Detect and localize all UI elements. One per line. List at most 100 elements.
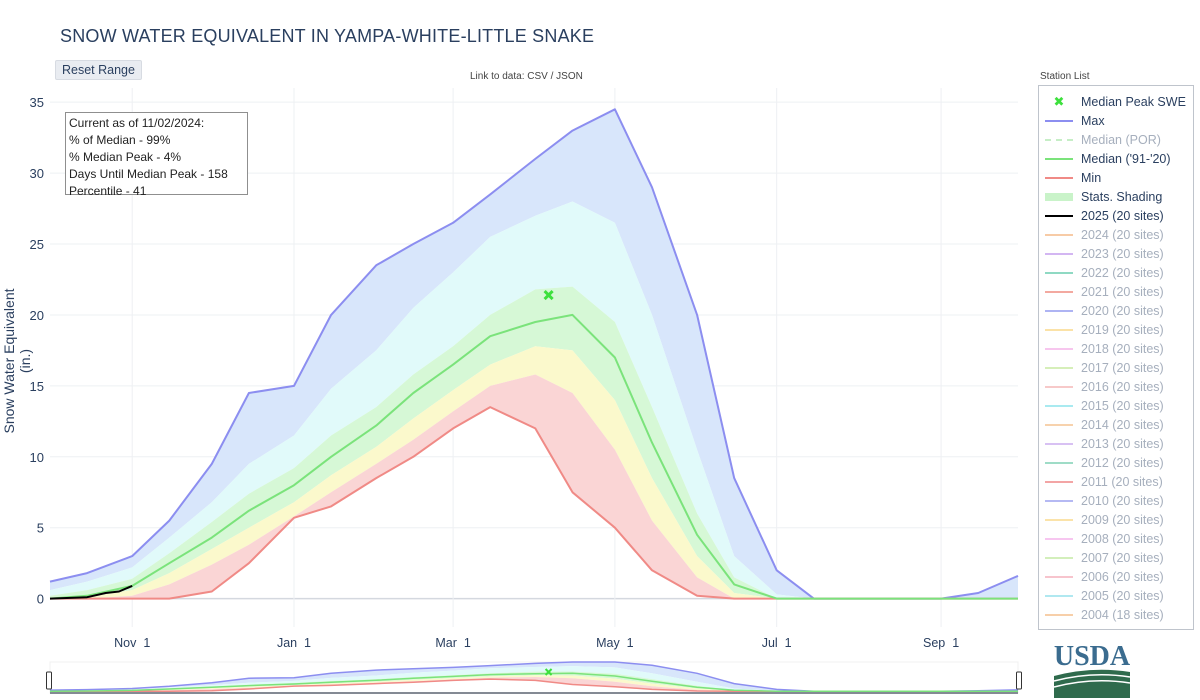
legend-swatch <box>1045 570 1073 584</box>
legend-item-2021-20-sites[interactable]: 2021 (20 sites) <box>1045 282 1164 301</box>
legend-swatch <box>1045 266 1073 280</box>
data-link-separator: / <box>547 71 557 82</box>
legend-swatch <box>1045 209 1073 223</box>
csv-link[interactable]: CSV <box>527 71 548 82</box>
current-status-box: Current as of 11/02/2024: % of Median - … <box>65 112 248 198</box>
legend-item-2007-20-sites[interactable]: 2007 (20 sites) <box>1045 548 1164 567</box>
range-peak-marker <box>544 668 553 676</box>
legend-label: 2011 (20 sites) <box>1081 474 1163 489</box>
legend-item-max[interactable]: Max <box>1045 111 1105 130</box>
legend-item-2012-20-sites[interactable]: 2012 (20 sites) <box>1045 453 1164 472</box>
legend-item-min[interactable]: Min <box>1045 168 1101 187</box>
legend-label: 2022 (20 sites) <box>1081 265 1164 280</box>
legend-swatch <box>1045 304 1073 318</box>
legend-swatch <box>1045 418 1073 432</box>
legend-label: 2024 (20 sites) <box>1081 227 1164 242</box>
legend-item-2019-20-sites[interactable]: 2019 (20 sites) <box>1045 320 1164 339</box>
legend-swatch <box>1045 171 1073 185</box>
legend-label: Median Peak SWE <box>1081 94 1186 109</box>
legend-item-stats-shading[interactable]: Stats. Shading <box>1045 187 1162 206</box>
swe-chart: 0 5 10 15 20 25 30 35 Nov 1 Jan 1 Mar 1 May 1 Jul 1 S… <box>30 88 1022 694</box>
y-axis-label: Snow Water Equivalent (in.) <box>1 288 33 434</box>
legend-item-2023-20-sites[interactable]: 2023 (20 sites) <box>1045 244 1164 263</box>
legend-label: 2013 (20 sites) <box>1081 436 1164 451</box>
legend-swatch <box>1045 361 1073 375</box>
y-tick-label: 10 <box>30 450 44 465</box>
x-tick-label: Sep 1 <box>923 636 959 650</box>
legend-item-2017-20-sites[interactable]: 2017 (20 sites) <box>1045 358 1164 377</box>
legend: ✖ Median Peak SWE Max Median (POR) Median ('… <box>1038 85 1194 630</box>
reset-range-button[interactable]: Reset Range <box>55 60 142 80</box>
legend-item-2004-18-sites[interactable]: 2004 (18 sites) <box>1045 605 1164 624</box>
legend-item-median-por[interactable]: Median (POR) <box>1045 130 1161 149</box>
legend-label: 2019 (20 sites) <box>1081 322 1164 337</box>
legend-swatch <box>1045 399 1073 413</box>
usda-logo-text: USDA <box>1054 641 1131 672</box>
legend-label: 2023 (20 sites) <box>1081 246 1164 261</box>
legend-item-2005-20-sites[interactable]: 2005 (20 sites) <box>1045 586 1164 605</box>
y-tick-label: 30 <box>30 166 44 181</box>
current-as-of: Current as of 11/02/2024: <box>69 116 205 130</box>
x-tick-label: Mar 1 <box>435 636 470 650</box>
legend-label: 2015 (20 sites) <box>1081 398 1164 413</box>
legend-swatch <box>1045 247 1073 261</box>
legend-item-2011-20-sites[interactable]: 2011 (20 sites) <box>1045 472 1163 491</box>
y-tick-label: 0 <box>37 592 44 607</box>
band-p10-min <box>50 374 1018 599</box>
legend-label: 2018 (20 sites) <box>1081 341 1164 356</box>
legend-item-2008-20-sites[interactable]: 2008 (20 sites) <box>1045 529 1164 548</box>
legend-swatch <box>1045 494 1073 508</box>
legend-item-2010-20-sites[interactable]: 2010 (20 sites) <box>1045 491 1164 510</box>
legend-label: 2008 (20 sites) <box>1081 531 1164 546</box>
legend-item-2018-20-sites[interactable]: 2018 (20 sites) <box>1045 339 1164 358</box>
legend-swatch <box>1045 589 1073 603</box>
legend-item-2025-20-sites[interactable]: 2025 (20 sites) <box>1045 206 1164 225</box>
legend-item-2024-20-sites[interactable]: 2024 (20 sites) <box>1045 225 1164 244</box>
legend-swatch <box>1045 456 1073 470</box>
legend-item-2020-20-sites[interactable]: 2020 (20 sites) <box>1045 301 1164 320</box>
legend-label: 2016 (20 sites) <box>1081 379 1164 394</box>
legend-label: Max <box>1081 113 1105 128</box>
range-median-line <box>49 672 1018 692</box>
median-peak-marker <box>543 290 554 301</box>
y-tick-label: 25 <box>30 237 44 252</box>
legend-swatch <box>1045 608 1073 622</box>
legend-label: 2006 (20 sites) <box>1081 569 1164 584</box>
legend-item-2006-20-sites[interactable]: 2006 (20 sites) <box>1045 567 1164 586</box>
legend-item-2014-20-sites[interactable]: 2014 (20 sites) <box>1045 415 1164 434</box>
legend-item-median-91-20[interactable]: Median ('91-'20) <box>1045 149 1171 168</box>
legend-label: Min <box>1081 170 1102 185</box>
percent-of-median: % of Median - 99% <box>69 133 171 147</box>
legend-swatch <box>1045 380 1073 394</box>
legend-swatch <box>1045 513 1073 527</box>
usda-logo: USDA <box>1053 641 1131 698</box>
station-list-link[interactable]: Station List <box>1040 71 1090 82</box>
legend-swatch <box>1045 285 1073 299</box>
legend-swatch <box>1045 437 1073 451</box>
legend-label: Stats. Shading <box>1081 189 1163 204</box>
y-tick-label: 20 <box>30 308 44 323</box>
y-tick-label: 15 <box>30 379 44 394</box>
legend-item-median-peak-swe[interactable]: ✖ Median Peak SWE <box>1045 92 1186 111</box>
range-handle-right[interactable] <box>1016 671 1022 690</box>
legend-swatch <box>1045 228 1073 242</box>
y-tick-label: 5 <box>37 521 44 536</box>
x-marker-icon: ✖ <box>1053 94 1065 109</box>
legend-label: 2025 (20 sites) <box>1081 208 1164 223</box>
legend-item-2009-20-sites[interactable]: 2009 (20 sites) <box>1045 510 1164 529</box>
legend-item-2022-20-sites[interactable]: 2022 (20 sites) <box>1045 263 1164 282</box>
legend-item-2015-20-sites[interactable]: 2015 (20 sites) <box>1045 396 1164 415</box>
legend-item-2016-20-sites[interactable]: 2016 (20 sites) <box>1045 377 1164 396</box>
legend-label: 2004 (18 sites) <box>1081 607 1164 622</box>
legend-label: Median (POR) <box>1081 132 1161 147</box>
legend-swatch <box>1045 342 1073 356</box>
legend-item-2013-20-sites[interactable]: 2013 (20 sites) <box>1045 434 1164 453</box>
range-handle-left[interactable] <box>46 671 52 690</box>
x-tick-label: Jan 1 <box>277 636 311 650</box>
legend-swatch <box>1045 323 1073 337</box>
band-p90-p70 <box>50 201 1018 599</box>
json-link[interactable]: JSON <box>556 71 583 82</box>
legend-swatch <box>1045 532 1073 546</box>
legend-label: 2021 (20 sites) <box>1081 284 1164 299</box>
legend-swatch <box>1045 551 1073 565</box>
